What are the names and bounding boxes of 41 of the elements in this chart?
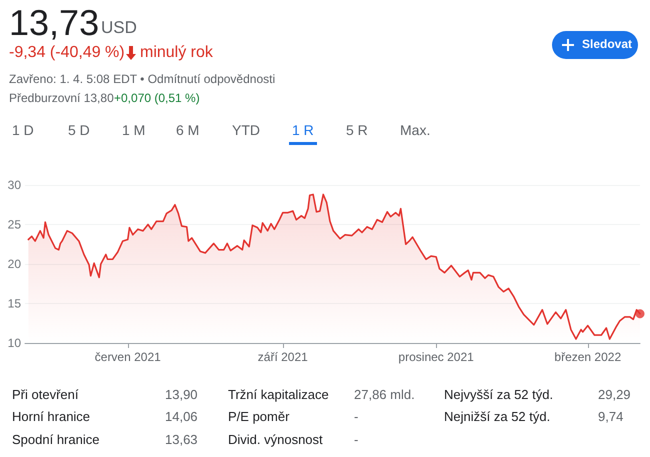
y-tick-label: 20 xyxy=(8,257,22,271)
text: YTD xyxy=(232,122,260,138)
text: Nejnižší za 52 týd. xyxy=(444,409,550,424)
text: 5 D xyxy=(68,122,90,138)
text: P/E poměr xyxy=(228,409,290,424)
y-tick-label: 15 xyxy=(8,296,22,310)
x-tick-label: březen 2022 xyxy=(554,350,622,364)
text: 1 M xyxy=(122,122,146,138)
text: Tržní kapitalizace xyxy=(228,387,329,402)
text: 5 R xyxy=(346,122,368,138)
text: 6 M xyxy=(176,122,200,138)
x-tick-label: září 2021 xyxy=(258,350,308,364)
y-tick-label: 10 xyxy=(8,336,22,350)
chart-title: 13,73 xyxy=(9,2,100,44)
text: 1 R xyxy=(289,122,317,145)
x-tick-label: červen 2021 xyxy=(94,350,162,364)
text: - xyxy=(354,409,358,424)
text: 27,86 mld. xyxy=(354,387,415,402)
text: 13,90 xyxy=(165,387,198,402)
text: Max. xyxy=(400,122,430,138)
text: - xyxy=(354,432,358,447)
text: Sledovat xyxy=(582,37,632,51)
text: minulý rok xyxy=(140,44,213,62)
text: Nejvyšší za 52 týd. xyxy=(444,387,554,402)
text: 1 D xyxy=(12,122,34,138)
chart-subtitle: USD xyxy=(101,18,137,38)
text: 9,74 xyxy=(598,409,624,424)
text: Při otevření xyxy=(12,387,78,402)
text: Spodní hranice xyxy=(12,432,100,447)
text: 29,29 xyxy=(598,387,631,402)
x-tick-label: prosinec 2021 xyxy=(398,350,474,364)
y-tick-label: 25 xyxy=(8,218,22,232)
text: -9,34 (-40,49 %) xyxy=(9,44,125,62)
text: Divid. výnosnost xyxy=(228,432,323,447)
text: Horní hranice xyxy=(12,409,90,424)
text: Zavřeno: 1. 4. 5:08 EDT • Odmítnutí odpovědnosti xyxy=(9,72,276,86)
text: +0,070 (0,51 %) xyxy=(114,91,200,105)
y-tick-label: 30 xyxy=(8,178,22,192)
text: 13,63 xyxy=(165,432,198,447)
text: 14,06 xyxy=(165,409,198,424)
text: Předburzovní 13,80 xyxy=(9,91,114,105)
